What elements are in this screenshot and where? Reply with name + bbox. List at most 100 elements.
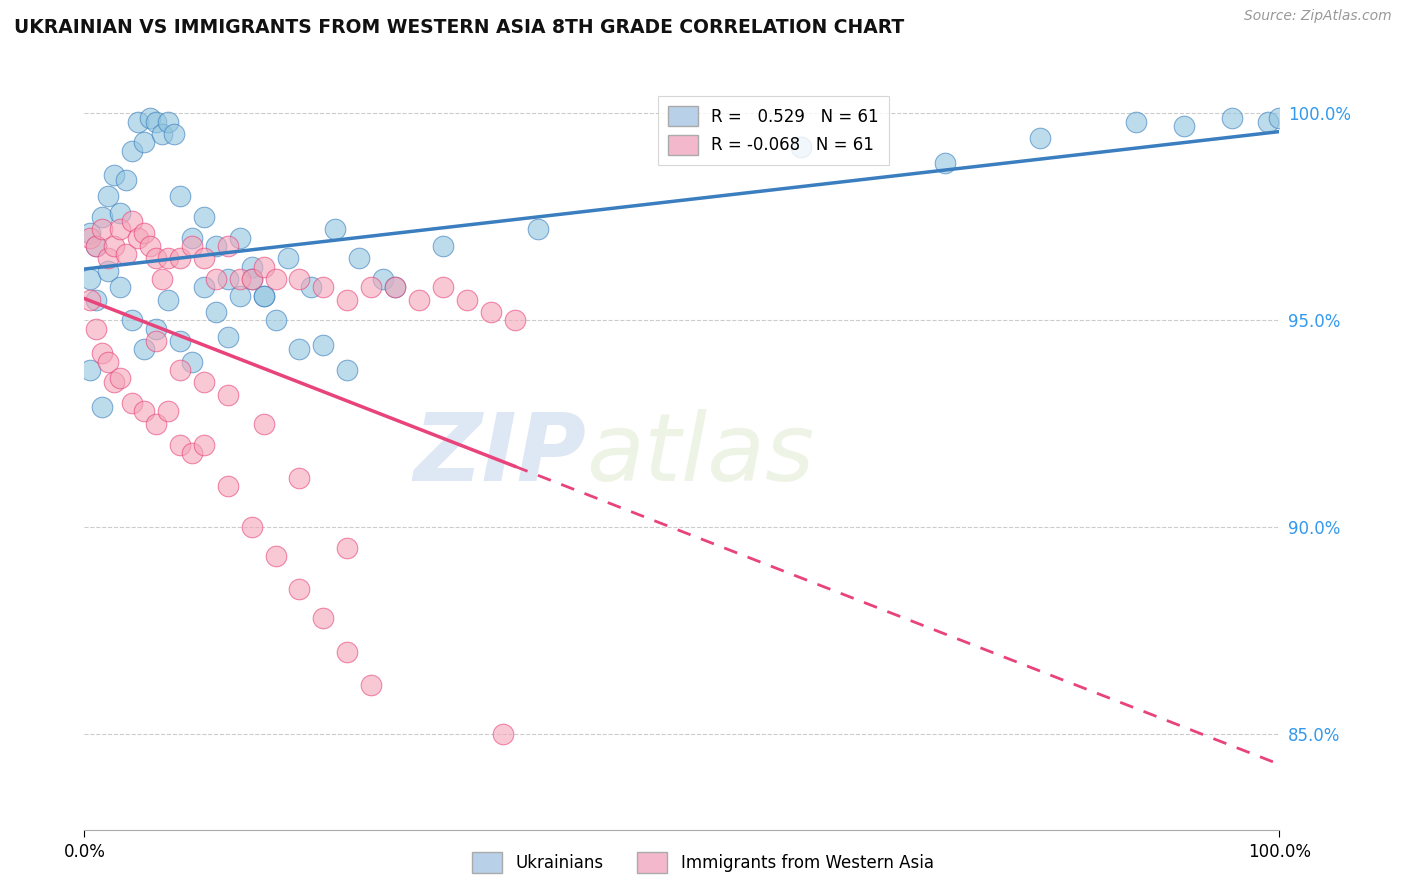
Point — [325, 222, 347, 236]
Point — [86, 239, 108, 253]
Point — [150, 127, 173, 141]
Point — [277, 252, 299, 266]
Point — [86, 293, 108, 307]
Point — [301, 280, 323, 294]
Point — [169, 437, 191, 451]
Point — [103, 169, 125, 183]
Text: atlas: atlas — [586, 409, 814, 500]
Point — [205, 272, 228, 286]
Point — [1173, 119, 1195, 133]
Point — [145, 334, 167, 348]
Point — [1257, 114, 1279, 128]
Point — [527, 222, 550, 236]
Point — [169, 363, 191, 377]
Point — [288, 272, 311, 286]
Point — [86, 239, 108, 253]
Point — [97, 355, 120, 369]
Point — [121, 214, 143, 228]
Point — [169, 189, 191, 203]
Point — [253, 260, 276, 274]
Point — [193, 252, 215, 266]
Point — [91, 346, 114, 360]
Point — [181, 355, 204, 369]
Point — [217, 239, 239, 253]
Point — [110, 371, 132, 385]
Point — [264, 549, 287, 564]
Point — [934, 156, 956, 170]
Point — [157, 404, 180, 418]
Point — [86, 321, 108, 335]
Point — [288, 343, 311, 357]
Point — [97, 189, 120, 203]
Point — [132, 136, 156, 150]
Point — [240, 272, 263, 286]
Point — [217, 479, 239, 493]
Point — [336, 293, 359, 307]
Point — [240, 260, 263, 274]
Point — [479, 305, 502, 319]
Legend: Ukrainians, Immigrants from Western Asia: Ukrainians, Immigrants from Western Asia — [465, 846, 941, 880]
Point — [312, 611, 335, 625]
Point — [240, 272, 263, 286]
Point — [432, 280, 454, 294]
Point — [193, 376, 215, 390]
Point — [360, 280, 382, 294]
Point — [79, 230, 101, 244]
Point — [253, 288, 276, 302]
Point — [132, 404, 156, 418]
Point — [110, 222, 132, 236]
Point — [790, 139, 813, 153]
Point — [79, 227, 101, 241]
Point — [1268, 111, 1291, 125]
Point — [384, 280, 406, 294]
Point — [288, 582, 311, 597]
Point — [79, 363, 101, 377]
Point — [110, 280, 132, 294]
Point — [349, 252, 371, 266]
Point — [115, 172, 138, 186]
Point — [79, 293, 101, 307]
Point — [336, 363, 359, 377]
Point — [79, 272, 101, 286]
Point — [145, 321, 167, 335]
Point — [217, 330, 239, 344]
Point — [492, 727, 515, 741]
Point — [384, 280, 406, 294]
Point — [264, 272, 287, 286]
Point — [229, 230, 252, 244]
Point — [121, 313, 143, 327]
Text: UKRAINIAN VS IMMIGRANTS FROM WESTERN ASIA 8TH GRADE CORRELATION CHART: UKRAINIAN VS IMMIGRANTS FROM WESTERN ASI… — [14, 18, 904, 37]
Point — [336, 541, 359, 555]
Point — [373, 272, 395, 286]
Text: ZIP: ZIP — [413, 409, 586, 501]
Point — [181, 239, 204, 253]
Point — [91, 401, 114, 415]
Point — [150, 272, 173, 286]
Point — [1220, 111, 1243, 125]
Point — [408, 293, 430, 307]
Point — [193, 280, 215, 294]
Point — [1029, 131, 1052, 145]
Point — [127, 230, 149, 244]
Point — [157, 252, 180, 266]
Point — [121, 396, 143, 410]
Point — [312, 338, 335, 352]
Point — [360, 678, 382, 692]
Point — [181, 446, 204, 460]
Point — [312, 280, 335, 294]
Point — [121, 144, 143, 158]
Point — [253, 288, 276, 302]
Point — [97, 252, 120, 266]
Point — [205, 305, 228, 319]
Point — [288, 471, 311, 485]
Point — [103, 376, 125, 390]
Point — [456, 293, 478, 307]
Point — [169, 334, 191, 348]
Point — [264, 313, 287, 327]
Point — [193, 210, 215, 224]
Point — [91, 210, 114, 224]
Point — [97, 263, 120, 277]
Point — [181, 230, 204, 244]
Point — [115, 247, 138, 261]
Point — [157, 114, 180, 128]
